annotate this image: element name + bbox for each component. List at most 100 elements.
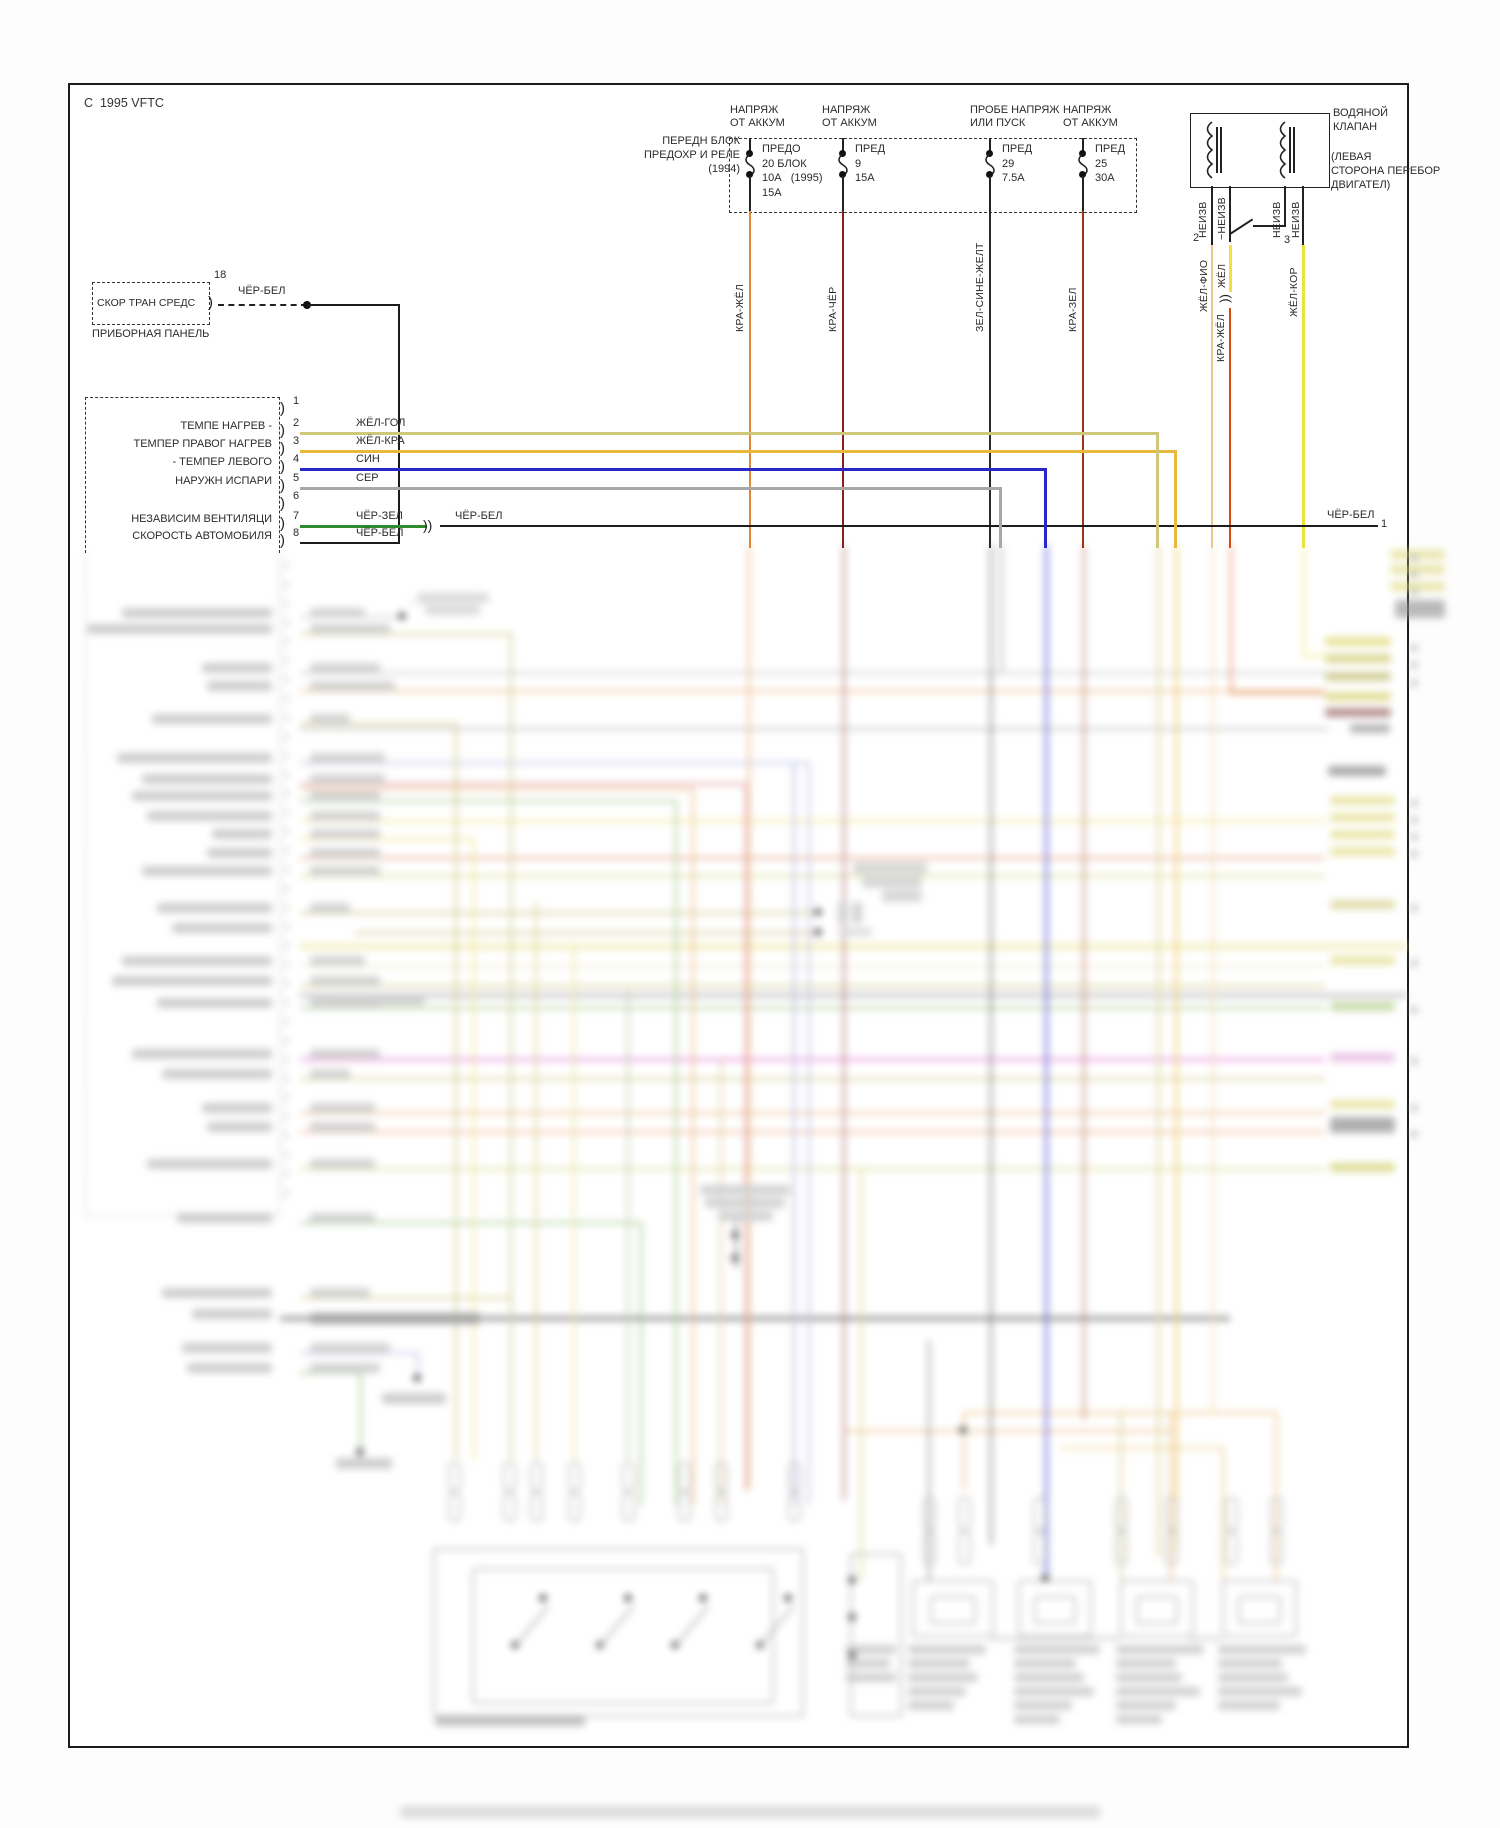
blur-pin-tick — [280, 1168, 288, 1179]
blur-wire-v — [1157, 545, 1160, 1557]
blur-pin-tick — [280, 1130, 288, 1141]
blur-text-blob — [846, 1645, 896, 1654]
blur-connector-pin — [958, 1531, 971, 1565]
blur-wire-h — [963, 1412, 1275, 1414]
blur-connector-pin — [1270, 1497, 1283, 1531]
pin-function-label: НЕЗАВИСИМ ВЕНТИЛЯЦИ — [131, 513, 272, 525]
blur-text-blob — [1410, 905, 1418, 911]
blur-connector-pin — [678, 1492, 691, 1522]
blur-row-label — [142, 774, 272, 784]
blur-text-blob — [846, 1659, 890, 1668]
copyright-text: C 1995 VFTC — [84, 96, 164, 110]
blur-wire-v — [1045, 545, 1048, 1578]
blur-connector-pin — [503, 1492, 516, 1522]
blur-row-label — [187, 1363, 272, 1373]
fuse-out-wire — [989, 176, 991, 211]
pin-number: 8 — [293, 527, 300, 539]
blur-wire-h — [300, 985, 1325, 987]
pin-function-label: - ТЕМПЕР ЛЕВОГО — [172, 456, 272, 468]
blur-wire-h — [300, 820, 1325, 822]
blur-wire-name-label — [310, 681, 395, 691]
blur-text-blob — [1350, 724, 1390, 733]
blur-text-blob — [425, 605, 480, 615]
blur-wire-name-label — [310, 1363, 380, 1373]
blur-wire-h — [1190, 1637, 1222, 1640]
blur-junction-dot — [814, 908, 822, 916]
blur-wire-h — [300, 1352, 417, 1354]
blur-wire-name-label — [310, 848, 380, 858]
blur-row-label — [117, 753, 272, 763]
fuse-out-wire — [749, 176, 751, 211]
fuse-terminal-dot — [1079, 171, 1086, 178]
blur-junction-dot — [539, 1594, 547, 1602]
blur-wire-h — [1230, 692, 1325, 694]
blur-text-blob — [336, 1458, 392, 1469]
blur-wire-v — [535, 900, 537, 1460]
blur-text-blob — [882, 890, 922, 902]
pin-arc-icon: ) — [280, 477, 285, 494]
valve-terminal-label: НЕИЗВ — [1290, 201, 1302, 238]
blur-wire-name-label — [310, 811, 380, 821]
blur-wire-name-label — [310, 624, 390, 634]
water-valve-subtitle: (ЛЕВАЯ СТОРОНА ПЕРЕБОР ДВИГАТЕЛ) — [1331, 151, 1441, 191]
blur-text-blob — [1410, 1105, 1418, 1111]
blur-text-blob — [1116, 1673, 1182, 1682]
blur-pin-tick — [280, 674, 288, 685]
blur-connector-pin — [1165, 1497, 1178, 1531]
sensor-wire-label: ЧЁР-БЕЛ — [238, 285, 286, 297]
blur-text-blob — [1116, 1687, 1200, 1696]
pin-arc-icon: ) — [280, 458, 285, 475]
right-wire-label: ЧЁР-БЕЛ — [1327, 509, 1375, 521]
blur-row-label — [202, 663, 272, 673]
blur-row-label — [162, 1288, 272, 1298]
blur-pin-tick — [280, 1016, 288, 1027]
blur-text-blob — [417, 593, 489, 603]
blur-wire-name-label — [310, 956, 365, 966]
blur-text-blob — [908, 1701, 954, 1710]
blur-connector-pin — [448, 1462, 461, 1492]
blur-wire-h — [300, 1168, 1325, 1170]
blur-wire-h — [990, 1637, 1120, 1640]
blur-pin-tick — [280, 617, 288, 628]
blur-pin-tick — [280, 769, 288, 780]
blur-wire-v — [417, 1352, 419, 1378]
speed-sensor-label: СКОР ТРАН СРЕДС — [97, 297, 196, 309]
blur-wire-h — [300, 1007, 1325, 1009]
blur-junction-dot — [959, 1426, 967, 1434]
blur-connector-pin — [568, 1492, 581, 1522]
blur-component-box — [433, 1548, 804, 1717]
blur-pin-tick — [280, 978, 288, 989]
blur-wire-v — [692, 788, 694, 1505]
blur-wire-v — [990, 545, 992, 1545]
blur-text-blob — [1410, 589, 1418, 595]
wire-kra-zhel-2 — [1229, 308, 1232, 548]
blur-text-blob — [1218, 1673, 1288, 1682]
valve-coil-icon — [1279, 121, 1287, 179]
wire-zhel — [1229, 245, 1232, 292]
blur-wire-h — [300, 633, 510, 635]
blur-wire-v — [860, 1168, 862, 1580]
pin-arc-icon: ) — [280, 495, 285, 512]
pin-wire — [300, 542, 399, 544]
blur-text-blob — [1325, 637, 1391, 646]
blur-connector-pin — [678, 1462, 691, 1492]
blur-wire-h — [300, 1112, 1325, 1114]
blur-text-blob — [1410, 800, 1418, 806]
blur-text-blob — [1116, 1659, 1176, 1668]
blur-text-blob — [1218, 1687, 1302, 1696]
blur-row-label — [87, 624, 272, 634]
pin-arc-icon: ) — [280, 422, 285, 439]
fuse-feed-wire — [989, 138, 991, 154]
blur-connector-pin — [788, 1462, 801, 1492]
blur-component-box — [912, 1580, 994, 1637]
fuse-panel-label: ПЕРЕДН БЛОК ПРЕДОХР И РЕЛЕ (1994) — [643, 135, 740, 175]
corner-drop-wire — [1044, 468, 1047, 548]
pin-number: 7 — [293, 510, 300, 522]
blur-text-blob — [1410, 817, 1418, 823]
blur-text-blob — [1395, 600, 1445, 618]
wire-zhel-kor — [1302, 245, 1305, 548]
blur-text-blob — [1330, 847, 1395, 856]
blur-junction-dot — [848, 1651, 856, 1659]
blur-wire-h — [300, 723, 455, 725]
